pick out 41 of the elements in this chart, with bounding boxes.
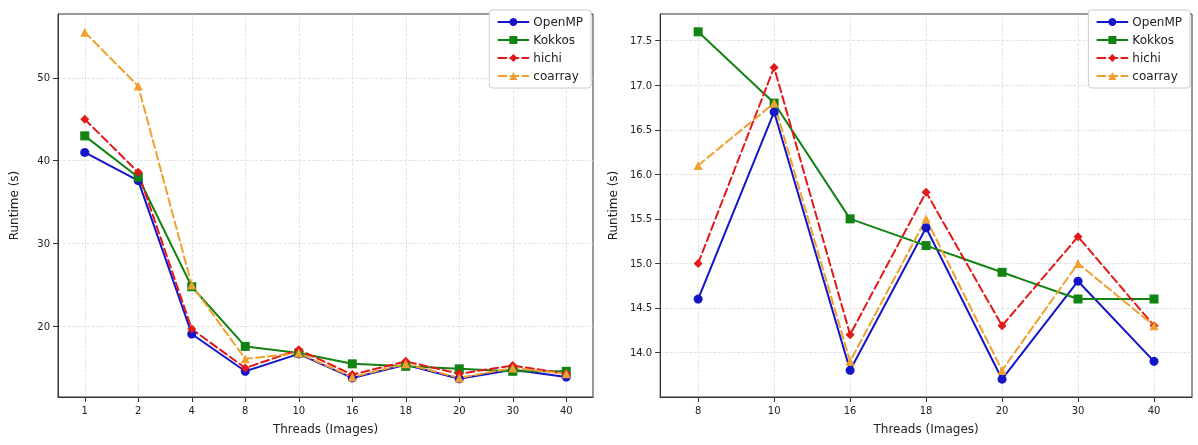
y-tick-label: 30 (37, 238, 50, 250)
x-tick-label: 30 (506, 404, 520, 416)
x-tick-label: 30 (1071, 404, 1085, 416)
y-tick-label: 17.0 (629, 79, 653, 91)
y-tick-label: 16.0 (629, 168, 653, 180)
x-tick-label: 8 (242, 404, 249, 416)
y-tick-label: 14.0 (629, 346, 653, 358)
x-tick-label: 18 (399, 404, 413, 416)
x-tick-label: 20 (452, 404, 466, 416)
legend-label: Kokkos (1132, 33, 1175, 47)
y-tick-label: 14.5 (629, 302, 653, 314)
x-axis-title: Threads (Images) (271, 422, 379, 436)
x-tick-label: 40 (1147, 404, 1161, 416)
x-tick-label: 2 (135, 404, 142, 416)
legend-label: coarray (1132, 69, 1178, 83)
legend-label: hichi (533, 51, 562, 65)
x-tick-label: 18 (919, 404, 933, 416)
y-tick-label: 16.5 (629, 124, 653, 136)
x-tick-label: 10 (292, 404, 306, 416)
y-tick-label: 40 (37, 155, 50, 167)
x-tick-label: 16 (345, 404, 359, 416)
y-tick-label: 17.5 (629, 35, 653, 47)
y-axis-title: Runtime (s) (606, 170, 620, 241)
x-tick-label: 40 (559, 404, 573, 416)
x-tick-label: 1 (81, 404, 88, 416)
y-tick-label: 20 (37, 321, 50, 333)
x-tick-label: 4 (188, 404, 195, 416)
y-tick-label: 15.5 (629, 213, 653, 225)
legend-label: OpenMP (533, 15, 583, 29)
legend-label: coarray (533, 69, 579, 83)
x-axis-title: Threads (Images) (872, 422, 979, 436)
legend-label: Kokkos (533, 33, 576, 47)
x-tick-label: 20 (995, 404, 1009, 416)
legend-label: OpenMP (1132, 15, 1182, 29)
x-tick-label: 10 (767, 404, 781, 416)
x-tick-label: 16 (843, 404, 857, 416)
x-tick-label: 8 (694, 404, 702, 416)
y-tick-label: 15.0 (629, 257, 653, 269)
y-axis-title: Runtime (s) (7, 170, 21, 241)
y-tick-label: 50 (37, 72, 50, 84)
legend-label: hichi (1132, 51, 1161, 65)
